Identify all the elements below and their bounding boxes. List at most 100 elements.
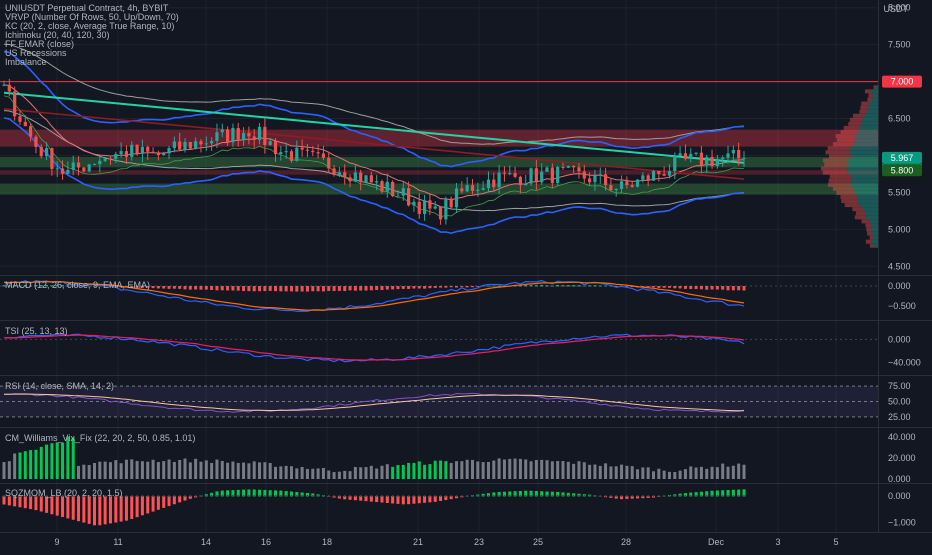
vix-title[interactable]: CM_Williams_Vix_Fix (22, 20, 2, 50, 0.85… — [5, 433, 196, 443]
sqz-dot — [519, 495, 522, 497]
indicator-ichimoku[interactable]: Ichimoku (20, 40, 120, 30) — [5, 30, 110, 40]
macd-title[interactable]: MACD (12, 26, close, 9, EMA, EMA) — [5, 280, 151, 290]
vix-bar — [82, 464, 86, 479]
vix-bar — [470, 459, 474, 479]
candle-body — [257, 126, 262, 140]
volume-profile-bar-up — [873, 243, 878, 248]
vix-bar — [460, 461, 464, 479]
indicator-vrvp[interactable]: VRVP (Number Of Rows, 50, Up/Down, 70) — [5, 12, 179, 22]
sqz-dot — [306, 495, 309, 497]
sqz-dot — [716, 495, 719, 497]
indicator-kc[interactable]: KC (20, 2, close, Average True Range, 10… — [5, 21, 175, 31]
candle-body — [375, 181, 379, 183]
candle-body — [295, 147, 299, 161]
candle-body — [699, 152, 704, 166]
vix-bar — [18, 452, 22, 479]
vix-bar — [572, 463, 576, 479]
macd-histogram-bar — [71, 285, 75, 287]
candle-body — [60, 168, 65, 174]
vix-bar — [77, 465, 81, 479]
vix-bar — [678, 470, 682, 479]
vix-bar — [337, 471, 341, 479]
sqz-dot — [370, 495, 373, 497]
indicator-imbalance[interactable]: Imbalance — [5, 57, 47, 67]
sqz-bar — [620, 496, 624, 500]
volume-profile-bar-down — [822, 170, 848, 175]
candle-body — [289, 151, 294, 161]
sqz-dot — [98, 495, 101, 497]
sqz-bar — [231, 490, 235, 497]
sqz-bar — [18, 496, 22, 508]
vix-bar — [98, 461, 102, 479]
candle-body — [683, 153, 688, 159]
vix-bar — [226, 462, 230, 479]
vix-bar — [439, 460, 443, 479]
candle-body — [300, 147, 304, 150]
sqz-bar — [7, 496, 11, 506]
sqz-dot — [295, 495, 298, 497]
sqz-dot — [711, 495, 714, 497]
tsi-tick-label: 0.000 — [888, 334, 911, 344]
vix-bar — [508, 458, 512, 479]
sqz-bar — [151, 496, 155, 512]
volume-profile-bar-up — [868, 219, 878, 224]
macd-histogram-bar — [61, 285, 65, 287]
indicator-ffemar[interactable]: FF EMAR (close) — [5, 39, 75, 49]
sqz-dot — [396, 495, 399, 497]
candle-body — [156, 152, 160, 156]
candle-body — [391, 181, 395, 197]
candle-body — [7, 84, 11, 92]
sqz-dot — [705, 495, 708, 497]
sqz-title[interactable]: SQZMOM_LB (20, 2, 20, 1.5) — [5, 488, 123, 498]
candle-body — [428, 200, 432, 209]
macd-histogram-bar — [657, 286, 661, 288]
sqz-bar — [210, 492, 214, 497]
sqz-dot — [279, 495, 282, 497]
tsi-title[interactable]: TSI (25, 13, 13) — [5, 326, 68, 336]
macd-histogram-bar — [194, 286, 198, 290]
sqz-dot — [556, 495, 559, 497]
vix-bar — [396, 465, 400, 479]
indicator-us-recessions[interactable]: US Recessions — [5, 48, 67, 58]
sqz-dot — [620, 495, 623, 497]
sqz-bar — [114, 496, 118, 523]
sqz-bar — [705, 491, 709, 497]
sqz-dot — [34, 495, 37, 497]
vix-bar — [39, 446, 43, 479]
candle-body — [188, 141, 192, 149]
macd-histogram-bar — [7, 285, 11, 287]
rsi-title[interactable]: RSI (14, close, SMA, 14, 2) — [5, 381, 115, 391]
x-axis-label: 28 — [621, 537, 631, 547]
vix-bar — [162, 461, 166, 479]
vix-bar — [146, 461, 150, 479]
macd-histogram-bar — [263, 286, 267, 292]
sqz-bar — [439, 496, 443, 501]
macd-signal-line — [3, 281, 745, 311]
sqz-dot — [567, 495, 570, 497]
macd-histogram-bar — [146, 286, 150, 288]
vix-bar — [279, 466, 283, 479]
sqz-bar — [444, 496, 448, 501]
macd-histogram-bar — [93, 285, 97, 287]
macd-histogram-bar — [34, 284, 38, 287]
vix-bar — [119, 463, 123, 479]
candle-body — [34, 136, 38, 147]
candle-body — [172, 141, 176, 149]
vix-bar — [188, 462, 192, 479]
x-axis-label: Dec — [708, 537, 725, 547]
macd-histogram-bar — [742, 286, 746, 291]
macd-histogram-bar — [369, 286, 373, 291]
volume-profile-bar-up — [848, 162, 878, 167]
candle-body — [194, 141, 198, 149]
sqz-dot — [684, 495, 687, 497]
sqz-dot — [8, 495, 11, 497]
volume-profile-bar-up — [862, 117, 878, 122]
candle-body — [534, 168, 538, 183]
volume-profile-bar-down — [864, 89, 871, 94]
candle-body — [731, 149, 735, 154]
candle-body — [726, 153, 730, 158]
volume-profile-bar-up — [864, 113, 878, 118]
sqz-dot — [721, 495, 724, 497]
